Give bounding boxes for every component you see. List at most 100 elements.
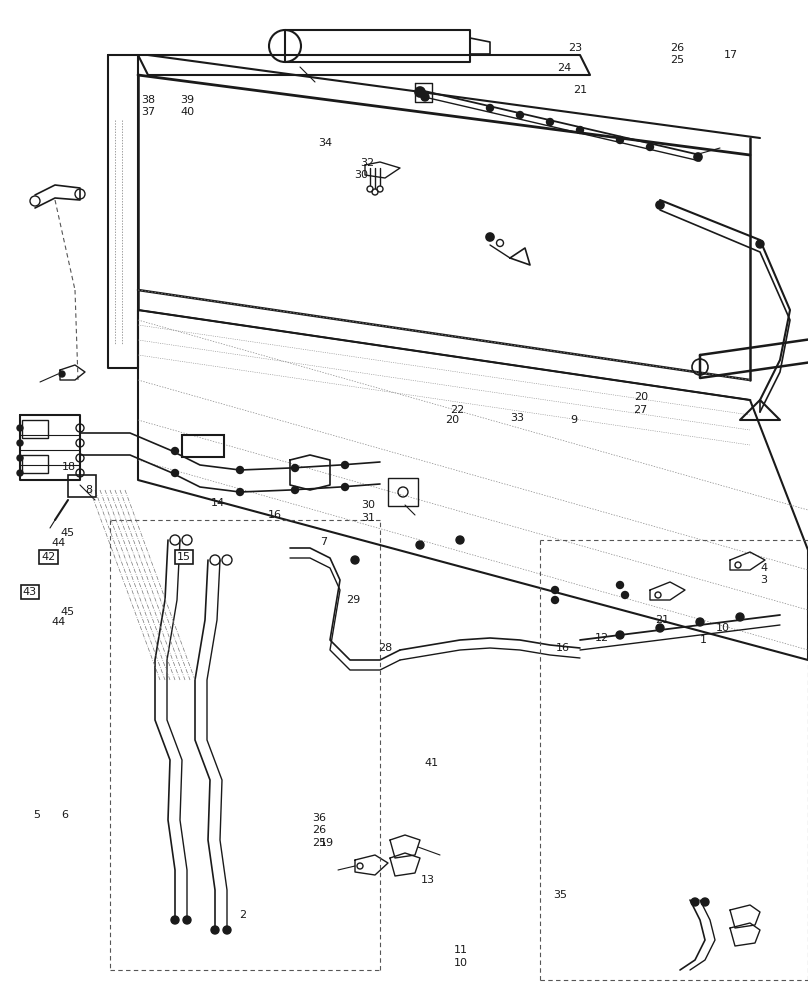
Circle shape (576, 126, 583, 133)
Circle shape (694, 153, 702, 161)
Text: 39: 39 (180, 95, 195, 105)
Text: 24: 24 (557, 63, 571, 73)
Text: 33: 33 (510, 413, 524, 423)
Text: 4: 4 (760, 563, 767, 573)
Text: 1: 1 (700, 635, 706, 645)
Bar (68, 475, 96, 497)
Circle shape (292, 487, 298, 493)
Text: 29: 29 (346, 595, 360, 605)
Circle shape (646, 143, 654, 150)
Text: 11: 11 (453, 945, 468, 955)
Text: 17: 17 (724, 50, 739, 60)
Circle shape (171, 448, 179, 454)
Text: 44: 44 (51, 617, 65, 627)
Circle shape (342, 484, 348, 490)
Circle shape (17, 470, 23, 476)
Circle shape (696, 618, 704, 626)
Circle shape (171, 470, 179, 477)
Circle shape (421, 93, 429, 101)
Text: 10: 10 (716, 623, 730, 633)
Text: 36: 36 (312, 813, 326, 823)
Bar (22, 420, 48, 438)
Circle shape (656, 624, 664, 632)
Circle shape (415, 87, 425, 97)
Text: 25: 25 (312, 838, 326, 848)
Text: 27: 27 (633, 405, 648, 415)
Circle shape (691, 898, 699, 906)
Text: 32: 32 (360, 158, 375, 168)
Circle shape (171, 916, 179, 924)
Circle shape (486, 233, 494, 241)
Text: 40: 40 (180, 107, 195, 117)
Circle shape (237, 488, 243, 495)
Text: 30: 30 (361, 500, 376, 510)
Text: 16: 16 (267, 510, 282, 520)
Text: 31: 31 (361, 513, 376, 523)
Text: 35: 35 (553, 890, 567, 900)
Text: 2: 2 (239, 910, 246, 920)
Text: 45: 45 (61, 607, 75, 617)
Text: 15: 15 (177, 552, 191, 562)
Text: 21: 21 (573, 85, 587, 95)
Text: 34: 34 (318, 138, 333, 148)
Text: 41: 41 (424, 758, 439, 768)
Circle shape (486, 104, 494, 111)
Circle shape (17, 425, 23, 431)
Text: 23: 23 (568, 43, 583, 53)
Text: 28: 28 (378, 643, 393, 653)
Text: 14: 14 (211, 498, 225, 508)
Text: 9: 9 (570, 415, 577, 425)
Circle shape (342, 462, 348, 468)
Text: 16: 16 (556, 643, 570, 653)
Text: 20: 20 (445, 415, 460, 425)
Text: 8: 8 (86, 485, 92, 495)
Text: 38: 38 (141, 95, 155, 105)
Text: 20: 20 (633, 392, 648, 402)
Text: 42: 42 (41, 552, 56, 562)
Circle shape (617, 582, 624, 588)
Bar (182, 435, 224, 457)
Text: 26: 26 (312, 825, 326, 835)
Text: 45: 45 (61, 528, 75, 538)
Circle shape (701, 898, 709, 906)
Text: 6: 6 (61, 810, 68, 820)
Circle shape (621, 591, 629, 598)
Text: 5: 5 (33, 810, 40, 820)
Circle shape (223, 926, 231, 934)
Text: 10: 10 (453, 958, 468, 968)
Circle shape (351, 556, 359, 564)
Text: 21: 21 (655, 615, 670, 625)
Text: 18: 18 (61, 462, 76, 472)
Text: 3: 3 (760, 575, 767, 585)
Circle shape (183, 916, 191, 924)
Text: 37: 37 (141, 107, 155, 117)
Circle shape (292, 464, 298, 472)
Text: 7: 7 (320, 537, 326, 547)
Text: 12: 12 (595, 633, 609, 643)
Circle shape (546, 118, 553, 125)
Text: 22: 22 (450, 405, 465, 415)
Circle shape (617, 136, 624, 143)
Circle shape (552, 596, 558, 603)
Circle shape (456, 536, 464, 544)
Text: 25: 25 (670, 55, 684, 65)
Text: 19: 19 (320, 838, 335, 848)
Text: 13: 13 (421, 875, 436, 885)
Text: 26: 26 (670, 43, 684, 53)
Circle shape (17, 455, 23, 461)
Circle shape (756, 240, 764, 248)
Circle shape (516, 111, 524, 118)
Circle shape (211, 926, 219, 934)
Circle shape (656, 201, 664, 209)
Bar (388, 478, 418, 506)
Circle shape (17, 440, 23, 446)
Bar (22, 455, 48, 473)
Circle shape (416, 541, 424, 549)
Text: 44: 44 (51, 538, 65, 548)
Text: 43: 43 (23, 587, 37, 597)
Circle shape (616, 631, 624, 639)
Circle shape (552, 586, 558, 593)
Text: 30: 30 (354, 170, 368, 180)
Circle shape (59, 371, 65, 377)
Circle shape (736, 613, 744, 621)
